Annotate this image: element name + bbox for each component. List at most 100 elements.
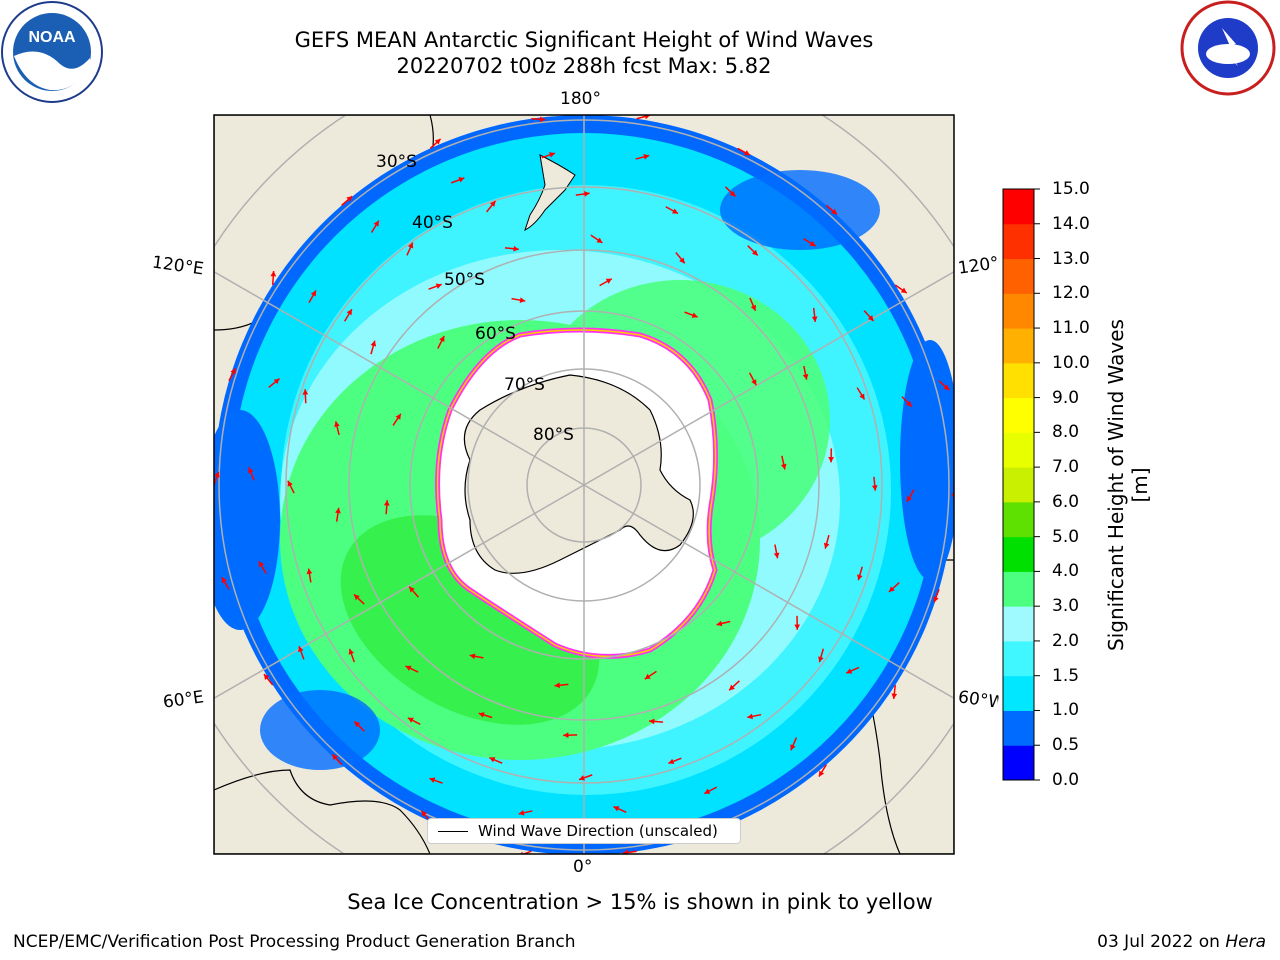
wind-arrow-head — [906, 495, 913, 502]
colorbar-tick-label: 6.0 — [1052, 491, 1080, 512]
wind-arrow-head — [346, 309, 352, 316]
wind-arrow-head — [780, 463, 787, 470]
colorbar-frame — [1002, 188, 1035, 781]
wind-arrow-head — [270, 270, 277, 277]
map-legend: Wind Wave Direction (unscaled) — [427, 818, 741, 844]
wind-arrow-head — [743, 150, 750, 156]
wind-arrow-head — [704, 788, 711, 794]
colorbar-tick-label: 3.0 — [1052, 596, 1080, 617]
colorbar-tick-label: 1.0 — [1052, 700, 1080, 721]
colorbar-tick-label: 7.0 — [1052, 457, 1080, 478]
wind-arrow-head — [831, 208, 838, 215]
colorbar-swatch — [1003, 675, 1034, 711]
wind-arrow-head — [302, 389, 309, 395]
lon-label-0: 0° — [573, 857, 593, 877]
wind-arrow-head — [729, 190, 736, 197]
colorbar-swatch — [1003, 223, 1034, 260]
colorbar-tick-label: 13.0 — [1052, 248, 1090, 269]
colorbar-swatch — [1003, 606, 1034, 642]
lat-label-50s: 50°S — [444, 270, 485, 290]
lat-label-30s: 30°S — [376, 152, 417, 172]
colorbar-tick-label: 2.0 — [1052, 630, 1080, 651]
wind-arrow-head — [818, 656, 824, 663]
wind-arrow-head — [258, 561, 265, 568]
lat-label-40s: 40°S — [412, 213, 453, 233]
wind-arrow-head — [478, 712, 485, 718]
wind-arrow-head — [859, 393, 865, 400]
footer-branch: NCEP/EMC/Verification Post Processing Pr… — [13, 932, 576, 952]
lat-label-60s: 60°S — [475, 324, 516, 344]
wind-arrow-head — [298, 646, 304, 653]
wind-arrow-head — [383, 500, 390, 506]
wind-arrow-head — [310, 290, 316, 297]
wind-arrow-head — [579, 775, 585, 781]
wind-arrow-head — [649, 718, 655, 725]
nws-logo — [1180, 0, 1276, 96]
wind-arrow-head — [354, 721, 361, 728]
wind-arrow-head — [584, 191, 590, 197]
wind-arrow-head — [900, 287, 907, 293]
colorbar-swatch — [1003, 467, 1034, 503]
colorbar-tick-label: 15.0 — [1052, 179, 1090, 199]
colorbar-swatch — [1003, 640, 1034, 677]
wind-arrow-head — [334, 421, 340, 428]
wind-arrow-head — [214, 471, 220, 478]
wind-arrow-head — [429, 777, 436, 783]
wind-arrow-head — [672, 208, 679, 214]
wind-arrow-head — [421, 810, 427, 817]
wind-arrow-head — [644, 673, 651, 680]
wind-arrow-head — [230, 368, 236, 375]
svg-text:NOAA: NOAA — [28, 29, 76, 46]
lat-label-80s: 80°S — [533, 425, 574, 445]
colorbar-swatch — [1003, 710, 1034, 746]
graticule — [214, 115, 954, 854]
wind-arrow-head — [353, 594, 360, 601]
footer-date-text: 03 Jul 2022 on — [1097, 932, 1226, 952]
colorbar-tick-label: 11.0 — [1052, 318, 1090, 339]
wind-arrow-head — [407, 717, 414, 723]
wind-arrows — [214, 115, 954, 854]
colorbar-tick-label: 12.0 — [1052, 283, 1090, 304]
wind-arrow-head — [306, 568, 313, 575]
wind-arrow-head — [513, 245, 519, 252]
wind-arrow-head — [811, 316, 818, 322]
map-frame — [213, 114, 955, 855]
wind-arrow-head — [622, 849, 629, 854]
noaa-logo: NOAA — [1, 1, 103, 103]
colorbar-tick-label: 14.0 — [1052, 213, 1090, 234]
wind-arrow-head — [287, 480, 293, 487]
colorbar-tick-label: 0.5 — [1052, 735, 1080, 756]
wind-arrow-head — [613, 806, 620, 812]
wind-arrow-head — [643, 154, 650, 160]
wind-arrow-head — [828, 457, 834, 463]
wind-arrow-head — [263, 674, 270, 681]
wind-arrow-head — [729, 684, 735, 691]
footer-host: Hera — [1225, 932, 1266, 952]
wind-arrow-head — [794, 624, 801, 630]
wind-arrow-head — [273, 378, 280, 385]
colorbar-tick-label: 8.0 — [1052, 422, 1080, 443]
wind-arrow-head — [489, 201, 496, 207]
wind-arrow-head — [348, 648, 355, 655]
legend-line-swatch — [438, 831, 468, 832]
wind-arrow-head — [395, 413, 401, 420]
wind-arrow-head — [563, 732, 569, 739]
colorbar-tick-label: 4.0 — [1052, 561, 1080, 582]
colorbar-swatch — [1003, 536, 1034, 572]
chart-title: GEFS MEAN Antarctic Significant Height o… — [294, 28, 874, 52]
wind-arrow-head — [818, 770, 825, 777]
colorbar-tick-label: 10.0 — [1052, 352, 1090, 373]
wind-arrow-head — [346, 196, 353, 202]
wind-arrow-head — [489, 757, 496, 763]
colorbar-swatch — [1003, 328, 1034, 364]
footer-date: 03 Jul 2022 on Hera — [1097, 932, 1266, 952]
wind-arrow-head — [332, 754, 338, 761]
wind-arrow-head — [248, 467, 254, 474]
wind-arrow-head — [407, 242, 414, 249]
wind-arrow-head — [823, 542, 830, 549]
wind-arrow-head — [751, 249, 758, 256]
wind-arrow-head — [221, 577, 227, 584]
colorbar-title: Significant Height of Wind Waves [m] — [1104, 319, 1152, 651]
colorbar-swatch — [1003, 501, 1034, 538]
